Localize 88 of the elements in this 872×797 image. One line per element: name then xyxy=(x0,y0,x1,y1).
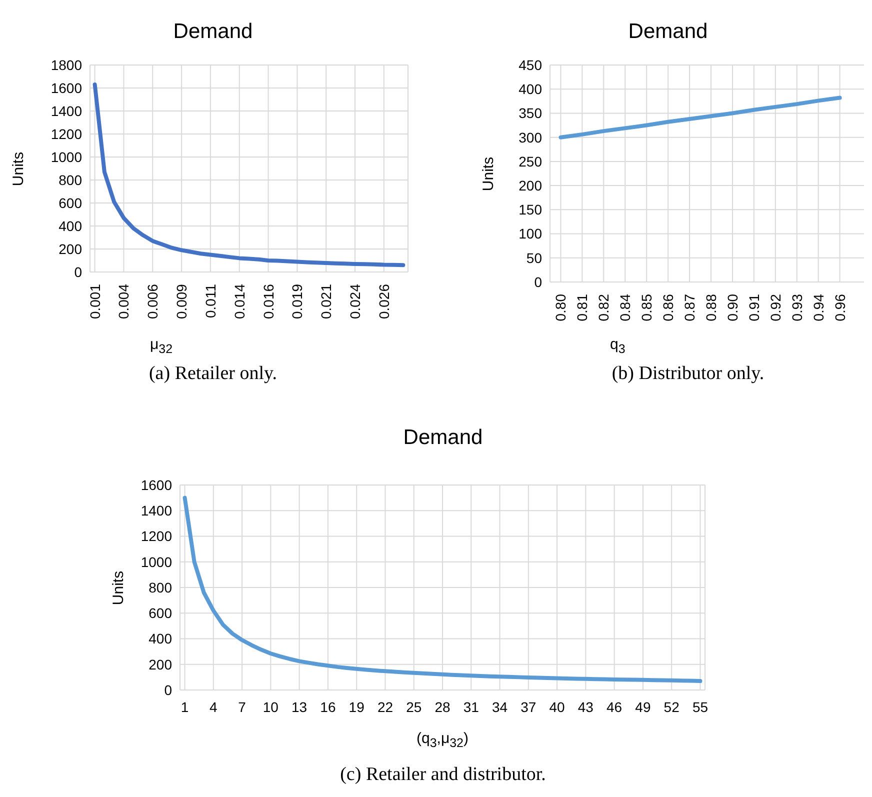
x-tick-label: 0.81 xyxy=(574,294,590,322)
x-tick-label: 0.91 xyxy=(746,294,762,322)
y-tick-label: 300 xyxy=(518,129,542,146)
x-tick-label: 19 xyxy=(348,699,365,715)
x-tick-label: 0.024 xyxy=(347,284,363,320)
y-tick-label: 600 xyxy=(148,605,172,622)
x-tick-label: 7 xyxy=(238,699,246,715)
x-tick-label: 28 xyxy=(434,699,450,715)
x-tick-label: 22 xyxy=(377,699,394,715)
y-tick-label: 150 xyxy=(518,202,542,218)
x-tick-label: 0.016 xyxy=(260,284,276,320)
x-tick-label: 0.87 xyxy=(682,294,698,322)
x-tick-label: 13 xyxy=(292,699,308,715)
x-tick-label: 0.88 xyxy=(703,294,719,322)
y-tick-label: 200 xyxy=(148,656,172,672)
x-tick-label: 0.86 xyxy=(660,294,676,322)
y-tick-label: 400 xyxy=(58,218,82,234)
y-tick-label: 1400 xyxy=(140,502,172,519)
x-tick-label: 0.90 xyxy=(724,294,740,322)
y-tick-label: 0 xyxy=(164,682,172,698)
x-tick-label: 0.011 xyxy=(202,284,218,318)
x-tick-label: 0.014 xyxy=(231,284,248,320)
y-axis-title: Units xyxy=(110,569,128,607)
x-tick-label: 0.019 xyxy=(289,284,306,320)
x-tick-label: 0.021 xyxy=(318,284,334,320)
text: (a) Retailer only. xyxy=(148,363,278,385)
y-tick-label: 1400 xyxy=(50,102,82,119)
y-tick-label: 800 xyxy=(58,172,82,188)
x-tick-label: 49 xyxy=(635,699,651,715)
y-tick-label: 1800 xyxy=(50,56,82,73)
text: (b) Distributor only. xyxy=(610,363,766,385)
y-axis-title: Units xyxy=(480,155,498,193)
y-tick-label: 50 xyxy=(526,250,542,266)
y-tick-label: 250 xyxy=(518,153,542,170)
y-tick-label: 1600 xyxy=(50,80,82,96)
chart-title: Demand xyxy=(402,426,484,450)
line-series xyxy=(92,82,406,268)
chart-title: Demand xyxy=(172,20,254,44)
y-tick-label: 450 xyxy=(518,56,542,73)
chart-title: Demand xyxy=(627,20,709,44)
y-tick-label: 400 xyxy=(518,81,542,98)
x-tick-label: 37 xyxy=(520,699,536,715)
y-tick-label: 1000 xyxy=(140,554,172,570)
line-series xyxy=(182,496,702,684)
x-tick-label: 10 xyxy=(262,699,279,715)
x-tick-label: 0.006 xyxy=(144,284,161,320)
x-axis-title: μ$_{32}$ xyxy=(149,336,174,356)
x-tick-label: 0.82 xyxy=(596,294,612,322)
y-tick-label: 0 xyxy=(534,274,542,290)
y-tick-label: 400 xyxy=(148,630,172,647)
y-tick-label: 1200 xyxy=(50,126,82,142)
x-tick-label: 16 xyxy=(320,699,336,715)
x-tick-label: 55 xyxy=(692,699,708,715)
x-tick-label: 46 xyxy=(606,699,622,715)
x-tick-label: 0.85 xyxy=(638,294,655,322)
x-tick-label: 0.96 xyxy=(832,294,848,322)
y-tick-label: 1000 xyxy=(50,148,82,165)
line-series xyxy=(558,96,842,140)
y-tick-label: 200 xyxy=(518,178,542,194)
x-tick-label: 25 xyxy=(406,699,422,715)
y-tick-label: 1200 xyxy=(140,528,172,544)
x-tick-label: 31 xyxy=(463,699,480,715)
y-tick-label: 600 xyxy=(58,194,82,211)
y-tick-label: 1600 xyxy=(140,476,172,493)
y-tick-label: 0 xyxy=(74,264,82,280)
x-tick-label: 0.009 xyxy=(174,284,190,320)
x-axis-title: q$_{3}$ xyxy=(609,336,626,356)
x-tick-label: 4 xyxy=(210,699,218,715)
x-tick-label: 0.92 xyxy=(767,294,784,322)
y-axis-title: Units xyxy=(10,150,28,188)
x-tick-label: 52 xyxy=(664,699,680,715)
x-tick-label: 0.94 xyxy=(810,294,826,322)
y-tick-label: 800 xyxy=(148,579,172,596)
x-tick-label: 0.001 xyxy=(86,284,103,320)
text: (c) Retailer and distributor. xyxy=(339,764,547,786)
x-tick-label: 0.026 xyxy=(376,284,392,320)
x-axis-title: (q$_{3}$,μ$_{32}$) xyxy=(415,730,470,750)
x-tick-label: 0.93 xyxy=(788,294,805,322)
y-tick-label: 200 xyxy=(58,240,82,257)
y-tick-label: 100 xyxy=(518,226,542,242)
x-tick-label: 1 xyxy=(180,699,189,715)
x-tick-label: 34 xyxy=(492,699,508,715)
x-tick-label: 0.80 xyxy=(552,294,569,322)
x-tick-label: 43 xyxy=(578,699,594,715)
y-tick-label: 350 xyxy=(518,105,542,122)
x-tick-label: 0.84 xyxy=(617,294,634,322)
x-tick-label: 0.004 xyxy=(116,284,132,320)
x-tick-label: 40 xyxy=(549,699,566,715)
